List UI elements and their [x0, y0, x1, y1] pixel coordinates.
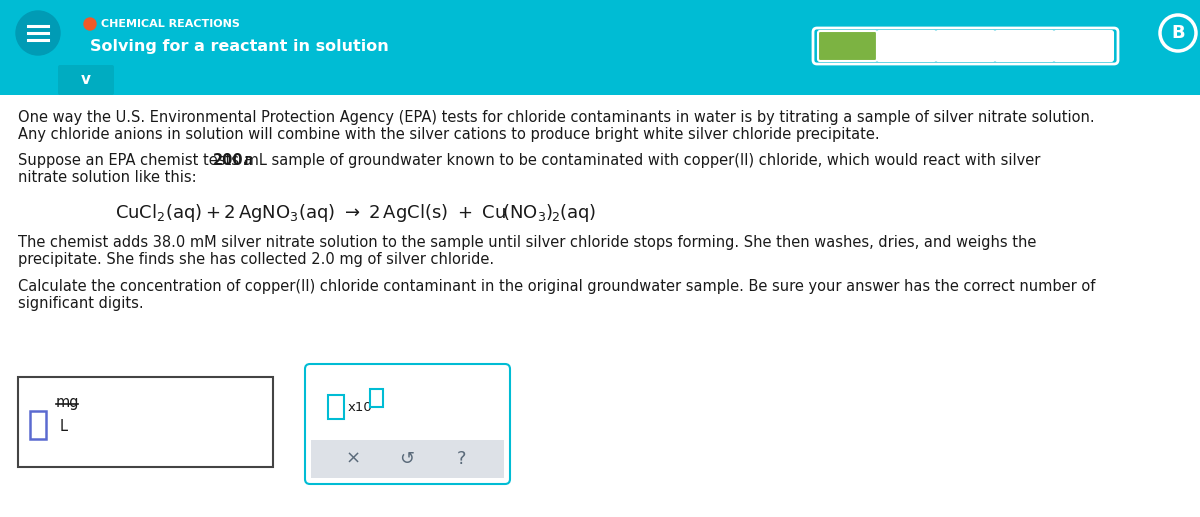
Text: ↺: ↺: [400, 450, 414, 468]
FancyBboxPatch shape: [936, 31, 995, 61]
Text: 200.: 200.: [214, 153, 250, 168]
FancyBboxPatch shape: [995, 31, 1054, 61]
Text: ?: ?: [456, 450, 466, 468]
Text: mL sample of groundwater known to be contaminated with copper(II) chloride, whic: mL sample of groundwater known to be con…: [240, 153, 1040, 168]
Text: L: L: [60, 419, 68, 434]
FancyBboxPatch shape: [818, 31, 877, 61]
Bar: [30, 411, 46, 439]
Text: CHEMICAL REACTIONS: CHEMICAL REACTIONS: [101, 19, 240, 29]
Text: Calculate the concentration of copper(II) chloride contaminant in the original g: Calculate the concentration of copper(II…: [18, 279, 1096, 294]
Text: $\mathrm{CuCl_2(aq) + 2\,AgNO_3(aq)\ \rightarrow\ 2\,AgCl(s)\ +\ Cu\!\left(NO_3\: $\mathrm{CuCl_2(aq) + 2\,AgNO_3(aq)\ \ri…: [115, 202, 596, 224]
Text: Solving for a reactant in solution: Solving for a reactant in solution: [90, 38, 389, 53]
Text: mg: mg: [56, 395, 79, 410]
Bar: [0, 65, 1200, 95]
FancyBboxPatch shape: [1054, 31, 1114, 61]
FancyBboxPatch shape: [877, 31, 936, 61]
Text: significant digits.: significant digits.: [18, 296, 144, 311]
Text: nitrate solution like this:: nitrate solution like this:: [18, 170, 197, 185]
Text: x10: x10: [348, 401, 373, 414]
FancyBboxPatch shape: [58, 65, 114, 95]
Text: precipitate. She finds she has collected 2.0 mg of silver chloride.: precipitate. She finds she has collected…: [18, 252, 494, 267]
Bar: [370, 389, 383, 407]
Bar: [311, 440, 504, 478]
Bar: [0, 0, 1200, 65]
Text: Suppose an EPA chemist tests a: Suppose an EPA chemist tests a: [18, 153, 257, 168]
Text: The chemist adds 38.0 mΜ silver nitrate solution to the sample until silver chlo: The chemist adds 38.0 mΜ silver nitrate …: [18, 235, 1037, 250]
Text: v: v: [82, 72, 91, 87]
Circle shape: [84, 18, 96, 30]
FancyBboxPatch shape: [305, 364, 510, 484]
Text: Any chloride anions in solution will combine with the silver cations to produce : Any chloride anions in solution will com…: [18, 127, 880, 142]
Text: ×: ×: [346, 450, 360, 468]
Bar: [18, 377, 274, 467]
Text: One way the U.S. Environmental Protection Agency (EPA) tests for chloride contam: One way the U.S. Environmental Protectio…: [18, 110, 1094, 125]
Text: B: B: [1171, 24, 1184, 42]
Bar: [328, 395, 344, 419]
Circle shape: [16, 11, 60, 55]
